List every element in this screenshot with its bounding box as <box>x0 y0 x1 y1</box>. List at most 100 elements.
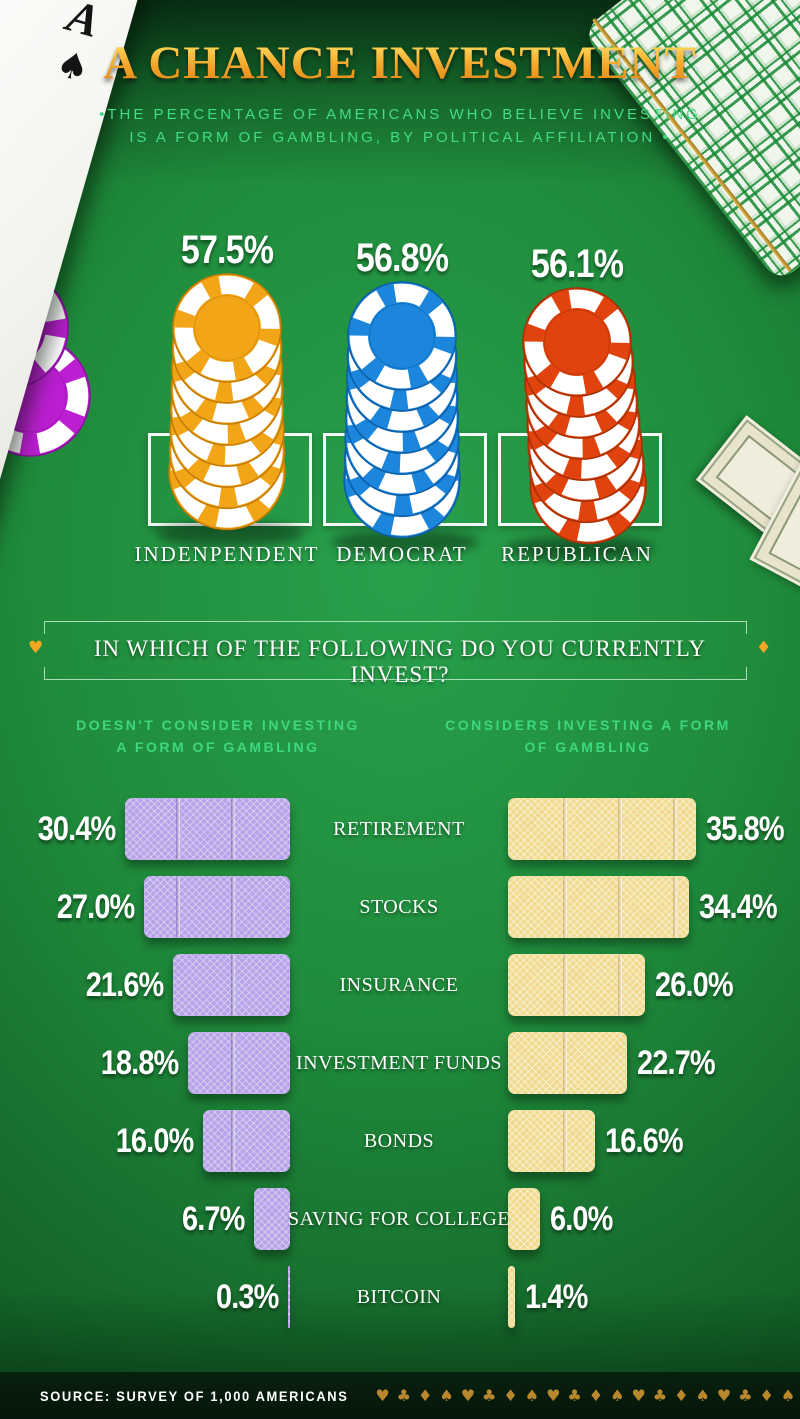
page-subtitle: •THE PERCENTAGE OF AMERICANS WHO BELIEVE… <box>0 104 800 149</box>
right-bar-value: 6.0% <box>550 1199 613 1238</box>
page-title: A CHANCE INVESTMENT <box>0 36 800 90</box>
bar-row-left: 30.4% <box>0 790 290 868</box>
card-seam <box>563 876 567 938</box>
banner-bracket-bottom <box>44 667 747 680</box>
poker-chip-stack <box>331 281 479 554</box>
bar-row-left: 18.8% <box>0 1024 290 1102</box>
card-seam <box>618 876 622 938</box>
bar-row-left: 0.3% <box>0 1258 290 1336</box>
right-bar-value: 34.4% <box>699 887 778 926</box>
card-seam <box>176 876 180 938</box>
left-bar-value: 18.8% <box>100 1043 179 1082</box>
category-label: SAVING FOR COLLEGE <box>288 1207 510 1230</box>
category-label: STOCKS <box>359 895 439 918</box>
left-bar <box>144 876 290 938</box>
bar-row-center: STOCKS <box>290 868 508 946</box>
right-column-header-line1: CONSIDERS INVESTING A FORM <box>445 717 731 733</box>
bar-row-center: INVESTMENT FUNDS <box>290 1024 508 1102</box>
subtitle-line-1: •THE PERCENTAGE OF AMERICANS WHO BELIEVE… <box>99 106 701 123</box>
bar-row-right: 22.7% <box>508 1024 800 1102</box>
bar-row-right: 6.0% <box>508 1180 800 1258</box>
bar-row-left: 21.6% <box>0 946 290 1024</box>
category-label: INSURANCE <box>339 973 459 996</box>
card-seam <box>231 954 235 1016</box>
left-bar <box>125 798 290 860</box>
right-bar-value: 26.0% <box>655 965 734 1004</box>
card-seam <box>673 876 677 938</box>
bar-row-center: RETIREMENT <box>290 790 508 868</box>
bar-row-right: 1.4% <box>508 1258 800 1336</box>
source-text: SOURCE: SURVEY OF 1,000 AMERICANS <box>40 1387 349 1404</box>
party-chip-value: 57.5% <box>180 228 274 272</box>
left-bar <box>188 1032 290 1094</box>
category-label: INVESTMENT FUNDS <box>296 1051 502 1074</box>
card-seam <box>563 954 567 1016</box>
card-seam <box>563 1110 567 1172</box>
card-seam <box>231 876 235 938</box>
right-bar <box>508 1032 627 1094</box>
left-column-header-line2: A FORM OF GAMBLING <box>116 739 320 756</box>
poker-chip-stack <box>156 273 304 546</box>
card-seam <box>231 798 235 860</box>
question-banner-text: IN WHICH OF THE FOLLOWING DO YOU CURRENT… <box>93 636 707 687</box>
left-bar <box>254 1188 290 1250</box>
left-bar <box>173 954 290 1016</box>
right-bar <box>508 876 689 938</box>
category-label: BONDS <box>363 1129 435 1152</box>
right-bar <box>508 954 645 1016</box>
left-column-header-line1: DOESN'T CONSIDER INVESTING <box>76 717 360 733</box>
heart-icon: ♥ <box>28 638 44 658</box>
left-bar-value: 6.7% <box>181 1199 245 1238</box>
left-column-header: DOESN'T CONSIDER INVESTING A FORM OF GAM… <box>38 714 398 759</box>
party-chip-value: 56.8% <box>355 236 449 280</box>
left-bar <box>203 1110 290 1172</box>
right-column-header-line2: OF GAMBLING <box>524 739 652 756</box>
bar-row-right: 16.6% <box>508 1102 800 1180</box>
card-seam <box>231 1032 235 1094</box>
card-seam <box>563 1032 567 1094</box>
right-bar-value: 35.8% <box>706 809 785 848</box>
card-seam <box>231 1110 235 1172</box>
right-bar <box>508 1110 595 1172</box>
left-bar-value: 27.0% <box>56 887 135 926</box>
bar-row-center: BITCOIN <box>290 1258 508 1336</box>
right-bar <box>508 1266 515 1328</box>
bar-row-left: 27.0% <box>0 868 290 946</box>
right-column-header: CONSIDERS INVESTING A FORM OF GAMBLING <box>418 714 758 759</box>
party-label: DEMOCRAT <box>336 542 468 566</box>
bar-row-left: 16.0% <box>0 1102 290 1180</box>
right-bar <box>508 1188 540 1250</box>
card-seam <box>563 798 567 860</box>
bar-row-center: BONDS <box>290 1102 508 1180</box>
right-bar-value: 1.4% <box>525 1277 588 1316</box>
party-label: REPUBLICAN <box>501 542 653 566</box>
left-bar-value: 16.0% <box>115 1121 194 1160</box>
left-bar-value: 0.3% <box>215 1277 279 1316</box>
card-seam <box>176 798 180 860</box>
right-bar-value: 16.6% <box>605 1121 684 1160</box>
card-suits-row-icon: ♥♣♦♠♥♣♦♠♥♣♦♠♥♣♦♠♥♣♦♠♥♣♦ <box>375 1386 800 1405</box>
right-bar-value: 22.7% <box>637 1043 716 1082</box>
left-bar-value: 21.6% <box>85 965 164 1004</box>
left-bar <box>288 1266 290 1328</box>
bar-row-right: 34.4% <box>508 868 800 946</box>
card-seam <box>673 798 677 860</box>
poker-chip-stack <box>506 287 654 560</box>
left-bar-value: 30.4% <box>37 809 116 848</box>
bar-row-right: 35.8% <box>508 790 800 868</box>
category-label: BITCOIN <box>356 1285 442 1308</box>
right-bar <box>508 798 696 860</box>
subtitle-line-2: IS A FORM OF GAMBLING, BY POLITICAL AFFI… <box>129 128 671 146</box>
card-seam <box>618 798 622 860</box>
banner-bracket-top <box>44 621 747 634</box>
category-label: RETIREMENT <box>333 817 465 840</box>
party-label: INDENPENDENT <box>134 542 320 566</box>
card-seam <box>618 954 622 1016</box>
bar-row-center: SAVING FOR COLLEGE <box>288 1180 510 1258</box>
bar-row-left: 6.7% <box>0 1180 290 1258</box>
diamond-icon: ♦ <box>756 638 772 658</box>
bar-row-center: INSURANCE <box>290 946 508 1024</box>
party-chip-value: 56.1% <box>530 242 624 286</box>
